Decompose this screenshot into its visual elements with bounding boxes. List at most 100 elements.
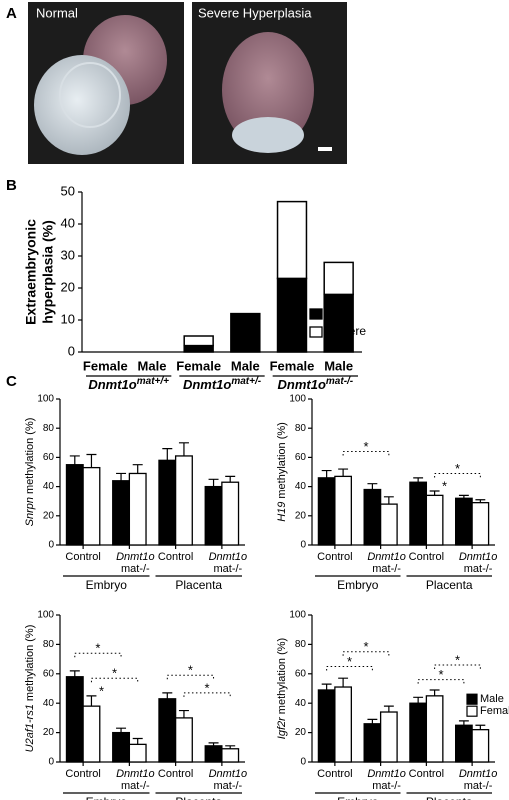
significance-star: * <box>347 654 352 669</box>
group-label: Embryo <box>86 578 128 592</box>
legend-swatch <box>309 308 323 320</box>
y-tick-label: 20 <box>43 510 55 521</box>
bar-segment <box>183 335 214 347</box>
error-bar <box>338 468 349 477</box>
significance-star: * <box>95 641 100 656</box>
bar-segment <box>183 344 214 353</box>
bar-segment <box>323 293 354 353</box>
significance-star: * <box>205 680 210 695</box>
x-tick-label: mat-/- <box>121 780 150 792</box>
x-tick-label: mat-/- <box>372 563 401 575</box>
y-tick-label: 40 <box>43 698 55 709</box>
group-label: Placenta <box>175 578 222 592</box>
error-bar <box>338 677 349 688</box>
x-tick-label: mat-/- <box>214 563 243 575</box>
y-tick-label: 100 <box>37 610 54 621</box>
y-axis-label: Extraembryonichyperplasia (%) <box>22 219 55 325</box>
x-tick-label: Control <box>317 551 352 563</box>
bar-segment <box>276 277 308 353</box>
error-bar <box>116 727 127 733</box>
error-bar <box>86 695 97 707</box>
bar-segment <box>230 312 261 353</box>
photo-label: Normal <box>36 5 78 20</box>
panel-label: C <box>6 373 17 390</box>
bar <box>379 503 398 546</box>
bar <box>112 480 131 546</box>
error-bar <box>132 737 143 745</box>
x-tick-label: Dnmt1o <box>116 551 155 563</box>
y-tick-label: 40 <box>61 215 75 230</box>
y-axis-label: H19methylation (%) <box>276 422 288 522</box>
x-tick-label: Control <box>409 551 444 563</box>
y-tick-label: 0 <box>68 343 75 358</box>
x-tick-label: Female <box>176 358 221 373</box>
bar <box>82 466 101 546</box>
error-bar <box>208 742 219 746</box>
bar <box>317 689 336 763</box>
y-tick-label: 40 <box>295 698 307 709</box>
x-tick-label: Control <box>158 551 193 563</box>
photo-label: Severe Hyperplasia <box>198 5 312 20</box>
error-bar <box>475 724 486 730</box>
x-tick-label: mat-/- <box>464 780 493 792</box>
y-tick-label: 10 <box>61 311 75 326</box>
significance-bracket <box>90 677 139 683</box>
legend-label: Mild <box>328 306 350 320</box>
x-tick-label: Male <box>231 358 260 373</box>
bar-segment <box>323 261 354 296</box>
legend-label: Male <box>480 693 504 705</box>
y-axis-label: Igf2rmethylation (%) <box>276 638 288 739</box>
bar <box>425 494 444 546</box>
error-bar <box>116 472 127 481</box>
significance-star: * <box>112 666 117 681</box>
x-tick-label: Male <box>324 358 353 373</box>
y-tick-label: 0 <box>300 757 306 768</box>
y-tick-label: 30 <box>61 247 75 262</box>
bar <box>334 475 352 546</box>
bar <box>425 695 444 763</box>
y-axis-label: U2af1-rs1methylation (%) <box>24 625 36 753</box>
y-axis-label: Snrpnmethylation (%) <box>24 418 36 527</box>
bar <box>379 711 398 763</box>
bar <box>471 729 490 763</box>
bar <box>455 497 473 546</box>
x-tick-label: Dnmt1o <box>459 551 498 563</box>
x-tick-label: Dnmt1o <box>209 551 248 563</box>
x-tick-label: Male <box>138 358 167 373</box>
y-tick-label: 20 <box>61 279 75 294</box>
x-tick-label: Control <box>317 768 352 780</box>
error-bar <box>162 448 173 461</box>
panel-label: B <box>6 177 17 194</box>
group-label: Placenta <box>426 795 473 800</box>
significance-bracket <box>166 674 215 680</box>
bar <box>174 455 193 546</box>
significance-star: * <box>455 652 460 667</box>
photo: Normal <box>28 2 184 164</box>
bar <box>128 472 147 546</box>
error-bar <box>413 477 424 483</box>
y-tick-label: 50 <box>61 183 75 198</box>
error-bar <box>321 683 332 690</box>
y-tick-label: 20 <box>295 510 307 521</box>
x-tick-label: Female <box>270 358 315 373</box>
error-bar <box>367 483 378 490</box>
legend-label: Severe <box>328 324 366 338</box>
bar <box>317 477 336 546</box>
error-bar <box>383 705 394 713</box>
panel-label: A <box>6 5 17 22</box>
bar <box>409 481 428 546</box>
significance-star: * <box>363 639 368 654</box>
bar-segment <box>276 200 308 280</box>
legend-swatch <box>309 326 323 338</box>
group-label: Placenta <box>426 578 473 592</box>
bar <box>158 459 177 546</box>
significance-star: * <box>188 663 193 678</box>
y-tick-label: 80 <box>43 423 55 434</box>
y-tick-label: 100 <box>289 394 306 405</box>
error-bar <box>178 709 189 718</box>
group-label: Dnmt1omat-/- <box>278 376 354 393</box>
bar <box>455 724 473 763</box>
y-tick-label: 80 <box>295 423 307 434</box>
bar <box>221 481 240 546</box>
significance-bracket <box>74 652 122 658</box>
